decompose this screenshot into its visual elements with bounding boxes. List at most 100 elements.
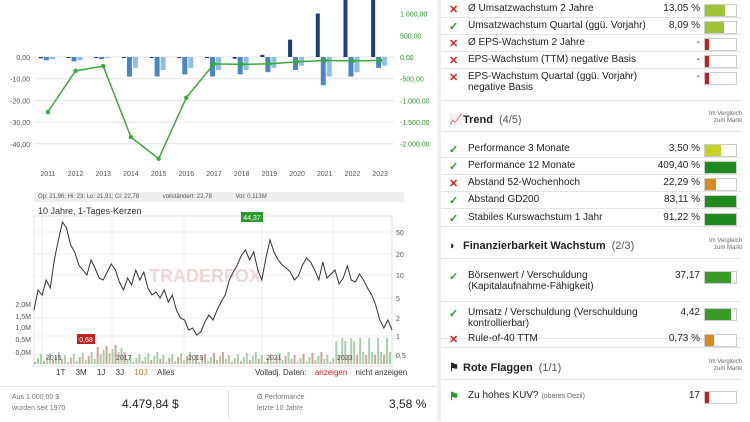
volume-bar	[296, 362, 299, 364]
growth-chart: 0,00 -10,00 -20,00 -30,00 -40,00 1.000,00 500,…	[10, 0, 430, 178]
divider	[441, 17, 741, 18]
score-bar	[704, 72, 737, 85]
volume-bar	[69, 358, 72, 364]
criterion-label: Performance 12 Monate	[468, 160, 576, 171]
volume-bar	[326, 355, 329, 364]
bar-eps	[343, 0, 348, 58]
eps-point	[45, 109, 51, 115]
price-tick: 50	[396, 230, 404, 237]
volume-bar	[156, 352, 159, 364]
volume-tick: 1,5M	[15, 314, 31, 321]
volume-bar	[227, 355, 230, 364]
criterion-value: 17	[688, 390, 700, 401]
eps-point	[128, 134, 134, 140]
volume-bar	[114, 345, 117, 364]
volume-bar	[34, 362, 36, 364]
check-icon: ✓	[449, 308, 459, 320]
y-right-tick: 500,00	[400, 33, 422, 40]
criterion-label: Umsatz / Verschuldung (Verschuldung kontr…	[468, 307, 638, 329]
flag-icon: ⚑	[449, 391, 459, 403]
section-title: Rote Flaggen	[463, 362, 533, 374]
volume-bar	[195, 355, 198, 364]
trend-criterion: ✓ Stabiles Kurswachstum 1 Jahr 91,22 %	[441, 210, 750, 228]
divider	[441, 191, 741, 192]
volume-bar	[141, 361, 144, 364]
trend-icon: 📈	[449, 114, 463, 126]
cross-icon: ✕	[449, 178, 459, 190]
score-bar	[704, 178, 737, 191]
criterion-label: EPS-Wachstum Quartal (ggü. Vorjahr) negat…	[468, 71, 638, 93]
criterion-value: 13,05 %	[663, 3, 700, 14]
volume-bar	[242, 357, 245, 364]
bar-revenue	[348, 57, 354, 77]
volume-bar	[347, 355, 350, 364]
price-chart[interactable]: Op: 21,96; Hi: 23; Lo: 21,91; Cl: 22,78 …	[0, 190, 437, 380]
range-1j[interactable]: 1J	[96, 368, 106, 377]
y-right-tick: 0,00	[400, 55, 414, 62]
y-left-tick: -30,00	[10, 120, 30, 127]
volume-bar	[36, 358, 39, 364]
score-bar	[704, 55, 737, 68]
volume-bar	[323, 359, 326, 364]
volume-bar	[338, 355, 341, 364]
score-bar	[704, 213, 737, 226]
score-bar	[704, 144, 737, 157]
criterion-value: 22,29 %	[663, 177, 700, 188]
score-bar	[704, 4, 737, 17]
section-count: (1/1)	[538, 362, 562, 374]
divider	[441, 258, 741, 259]
divider	[441, 208, 741, 209]
finance-criterion: ✓ Börsenwert / Verschuldung (Kapitalaufnah…	[441, 268, 750, 292]
volume-bar	[51, 360, 54, 364]
volume-bar	[248, 360, 251, 364]
volume-bar	[275, 357, 278, 364]
volume-bar	[239, 361, 242, 364]
ohlc-text: Op: 21,96; Hi: 23; Lo: 21,91; Cl: 22,78	[38, 194, 140, 200]
volume-bar	[81, 353, 84, 364]
range-1t[interactable]: 1T	[56, 368, 66, 377]
criterion-label: Börsenwert / Verschuldung (Kapitalaufnahm…	[468, 270, 594, 292]
range-alles[interactable]: Alles	[157, 368, 175, 377]
range-3j[interactable]: 3J	[115, 368, 125, 377]
volume-bar	[204, 354, 207, 364]
eps-point	[350, 58, 355, 64]
eps-point	[101, 63, 106, 69]
volume-bar	[299, 358, 302, 364]
y-right-tick: -2.000,00	[400, 142, 430, 149]
volume-bar	[174, 361, 177, 364]
compare-market-label: Im Vergleich zum Markt	[708, 359, 742, 372]
bar-revenue-q	[382, 57, 388, 66]
criterion-label: Abstand GD200	[468, 194, 540, 205]
criterion-label: EPS-Wachstum (TTM) negative Basis	[468, 54, 637, 65]
volume-bar	[144, 357, 147, 364]
price-chart-canvas: TRADERFOX 50 20 10 5 2 1 0,5 2,0M 1,5M 1,0M 0,5M 0,…	[15, 212, 406, 367]
price-tick: 5	[396, 296, 400, 303]
year-tick: 2013	[95, 171, 111, 178]
volume-bar	[329, 362, 332, 364]
hide-adjusted-link[interactable]: nicht anzeigen	[355, 368, 408, 377]
criterion-value: 4,42	[680, 307, 700, 318]
bar-revenue	[320, 57, 326, 86]
check-icon: ✓	[449, 161, 459, 173]
volume-bar	[60, 359, 63, 364]
year-tick: 2015	[151, 171, 167, 178]
left-panel: 0,00 -10,00 -20,00 -30,00 -40,00 1.000,00 500,…	[0, 0, 437, 422]
price-info-bar: Op: 21,96; Hi: 23; Lo: 21,91; Cl: 22,78 …	[34, 192, 404, 202]
volume-bar	[314, 360, 317, 364]
adjusted-label: Volladj. Daten:	[255, 368, 307, 377]
volume-bar	[96, 347, 99, 364]
show-adjusted-link[interactable]: anzeigen	[314, 368, 348, 377]
range-selector: 1T 3M 1J 3J 10J Alles	[56, 368, 174, 377]
price-tick: 2	[396, 316, 400, 323]
volume-bar	[162, 355, 165, 364]
volume-bar	[168, 358, 171, 364]
range-10j[interactable]: 10J	[134, 368, 148, 377]
year-tick: 2018	[234, 171, 250, 178]
check-icon: ✓	[449, 213, 459, 225]
volume-bar	[153, 356, 156, 364]
volume-text: Vol: 0,113M	[235, 194, 267, 200]
performance-summary: Ø Performance letzte 10 Jahre 3,58 %	[229, 386, 437, 422]
volume-bar	[42, 361, 45, 364]
range-3m[interactable]: 3M	[75, 368, 87, 377]
volume-bar	[48, 353, 51, 364]
